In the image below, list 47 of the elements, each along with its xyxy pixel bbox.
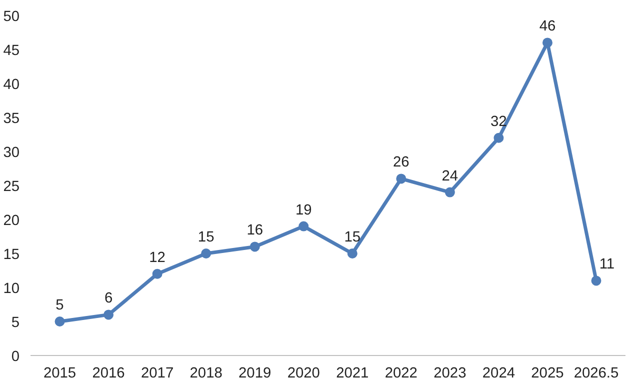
point bbox=[396, 174, 406, 184]
point bbox=[347, 248, 358, 258]
x-tick-label: 2020 bbox=[287, 366, 320, 380]
y-tick-label: 15 bbox=[3, 247, 20, 263]
y-tick-label: 35 bbox=[3, 111, 20, 127]
data-label: 32 bbox=[490, 114, 507, 130]
y-tick-label: 30 bbox=[3, 145, 20, 161]
x-tick-label: 2023 bbox=[434, 366, 466, 380]
y-tick-label: 50 bbox=[3, 9, 20, 25]
point bbox=[494, 132, 504, 143]
y-tick-label: 5 bbox=[11, 315, 20, 331]
data-label: 24 bbox=[442, 168, 458, 184]
x-tick-label: 2017 bbox=[141, 366, 174, 380]
data-label: 46 bbox=[539, 18, 556, 35]
data-label: 19 bbox=[295, 202, 312, 218]
data-label: 12 bbox=[149, 250, 166, 266]
x-tick-label: 2026.5 bbox=[574, 366, 619, 380]
y-tick-label: 20 bbox=[3, 213, 20, 229]
x-tick-label: 2025 bbox=[531, 366, 564, 380]
data-label: 11 bbox=[599, 256, 615, 273]
point bbox=[104, 310, 114, 320]
data-label: 26 bbox=[393, 154, 410, 171]
point bbox=[152, 268, 162, 279]
point bbox=[201, 248, 212, 258]
data-label: 15 bbox=[198, 230, 214, 246]
point bbox=[542, 38, 552, 48]
data-label: 15 bbox=[344, 230, 361, 246]
point bbox=[444, 187, 455, 198]
x-tick-label: 2022 bbox=[384, 366, 418, 380]
point bbox=[250, 242, 260, 252]
point bbox=[591, 276, 602, 286]
x-tick-label: 2018 bbox=[190, 366, 222, 380]
y-tick-label: 45 bbox=[3, 43, 20, 59]
y-tick-label: 25 bbox=[3, 179, 20, 195]
y-tick-label: 0 bbox=[11, 349, 20, 365]
y-tick-label: 10 bbox=[3, 281, 20, 297]
x-tick-label: 2015 bbox=[43, 366, 76, 380]
data-label: 16 bbox=[246, 222, 264, 239]
y-tick-label: 40 bbox=[3, 77, 20, 93]
point bbox=[298, 221, 309, 232]
data-label: 5 bbox=[56, 298, 64, 314]
x-tick-label: 2019 bbox=[238, 366, 272, 380]
point bbox=[54, 316, 65, 326]
x-tick-label: 2016 bbox=[92, 366, 125, 380]
x-tick-label: 2021 bbox=[336, 366, 369, 380]
data-label: 6 bbox=[104, 290, 113, 307]
x-tick-label: 2024 bbox=[482, 366, 516, 380]
